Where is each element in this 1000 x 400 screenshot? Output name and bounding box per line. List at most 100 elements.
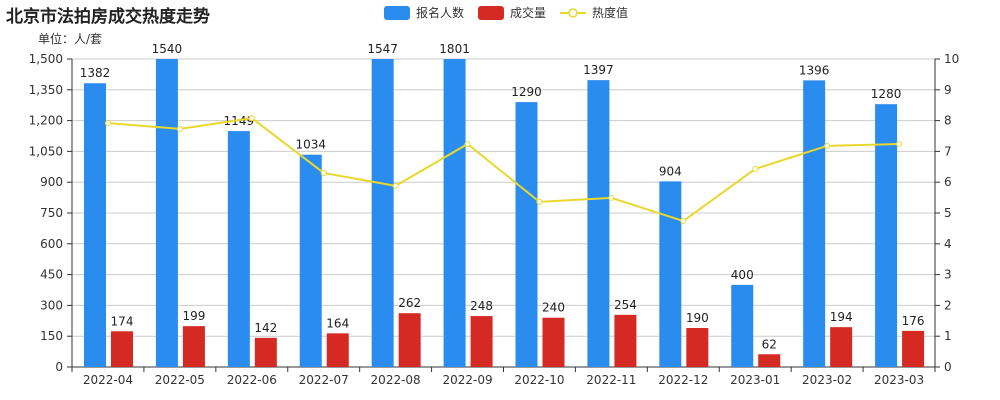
data-label: 1382: [80, 66, 111, 80]
bar-signups: [155, 59, 178, 367]
bar-deals: [686, 327, 709, 367]
data-label: 190: [686, 311, 709, 325]
bar-deals: [902, 330, 925, 367]
y-tick-label: 300: [40, 298, 63, 312]
bar-deals: [111, 331, 133, 367]
bar-signups: [371, 59, 394, 367]
legend-item-deals[interactable]: 成交量: [478, 4, 546, 21]
legend-label: 热度值: [592, 6, 629, 20]
bar-deals: [830, 327, 853, 367]
x-tick-label: 2022-11: [586, 373, 636, 387]
data-label: 1396: [799, 63, 830, 77]
data-label: 1801: [439, 42, 470, 56]
data-label: 199: [182, 309, 205, 323]
bar-signups: [803, 80, 826, 367]
data-label: 164: [326, 316, 349, 330]
y2-tick-label: 6: [944, 175, 952, 189]
bar-deals: [254, 337, 277, 367]
bar-signups: [299, 154, 322, 367]
data-label: 194: [830, 310, 853, 324]
y-tick-label: 0: [55, 360, 63, 374]
data-label: 1034: [295, 138, 326, 152]
bar-signups: [731, 284, 754, 367]
x-tick-label: 2022-04: [83, 373, 133, 387]
heat-point: [608, 194, 615, 201]
y-tick-label: 600: [40, 237, 63, 251]
x-tick-label: 2023-02: [802, 373, 852, 387]
bar-signups: [84, 83, 106, 367]
data-label: 1540: [152, 42, 183, 56]
data-label: 240: [542, 301, 565, 315]
y2-tick-label: 0: [944, 360, 952, 374]
heat-point: [680, 218, 687, 225]
bar-deals: [614, 314, 637, 367]
bar-signups: [875, 104, 898, 367]
data-label: 1547: [367, 42, 398, 56]
heat-point: [896, 141, 903, 148]
data-label: 62: [762, 337, 777, 351]
chart-title: 北京市法拍房成交热度走势: [6, 7, 210, 27]
heat-point: [104, 120, 111, 127]
y2-tick-label: 7: [944, 144, 952, 158]
legend-line-icon: [560, 7, 587, 18]
y-tick-label: 1,500: [29, 52, 63, 66]
y-tick-label: 450: [40, 268, 63, 282]
heat-point: [320, 169, 327, 176]
heat-point: [536, 198, 543, 205]
bar-deals: [758, 354, 781, 367]
y2-tick-label: 9: [944, 83, 952, 97]
data-label: 176: [902, 314, 925, 328]
bar-deals: [326, 333, 349, 367]
legend-item-heat[interactable]: 热度值: [560, 4, 628, 21]
bar-deals: [182, 326, 205, 367]
bar-deals: [542, 317, 565, 367]
y-tick-label: 1,050: [29, 144, 63, 158]
x-tick-label: 2023-01: [730, 373, 780, 387]
data-label: 1290: [511, 85, 542, 99]
legend-label: 成交量: [510, 6, 547, 20]
heat-point: [464, 141, 471, 148]
bar-signups: [227, 131, 250, 367]
y2-tick-label: 2: [944, 298, 952, 312]
y2-tick-label: 8: [944, 114, 952, 128]
y2-tick-label: 3: [944, 268, 952, 282]
heat-point: [752, 165, 759, 172]
data-label: 400: [731, 268, 754, 282]
x-tick-label: 2023-03: [874, 373, 924, 387]
legend: 报名人数 成交量 热度值: [384, 4, 628, 21]
heat-point: [824, 142, 831, 149]
data-label: 254: [614, 298, 637, 312]
data-label: 1280: [871, 87, 902, 101]
x-tick-label: 2022-07: [299, 373, 349, 387]
bar-signups: [587, 80, 610, 367]
bar-signups: [515, 102, 538, 367]
data-label: 904: [659, 164, 682, 178]
y-tick-label: 150: [40, 329, 63, 343]
y-tick-label: 1,350: [29, 83, 63, 97]
y2-tick-label: 10: [944, 52, 959, 66]
legend-item-signups[interactable]: 报名人数: [384, 4, 464, 21]
unit-label: 单位：人/套: [38, 32, 103, 46]
data-label: 1397: [583, 63, 614, 77]
bar-deals: [470, 316, 493, 367]
y2-tick-label: 5: [944, 206, 952, 220]
x-tick-label: 2022-08: [371, 373, 421, 387]
bar-deals: [398, 313, 421, 367]
heat-point: [248, 115, 255, 122]
legend-swatch: [478, 5, 505, 20]
legend-label: 报名人数: [416, 6, 465, 20]
y2-tick-label: 1: [944, 329, 952, 343]
heat-line: [107, 117, 900, 223]
x-tick-label: 2022-09: [442, 373, 492, 387]
data-label: 174: [111, 314, 134, 328]
heat-point: [176, 125, 183, 132]
data-label: 248: [470, 299, 493, 313]
data-label: 262: [398, 296, 421, 310]
heat-point: [392, 182, 399, 189]
y-tick-label: 750: [40, 206, 63, 220]
data-label: 142: [254, 321, 277, 335]
bar-signups: [443, 59, 466, 367]
y2-tick-label: 4: [944, 237, 952, 251]
